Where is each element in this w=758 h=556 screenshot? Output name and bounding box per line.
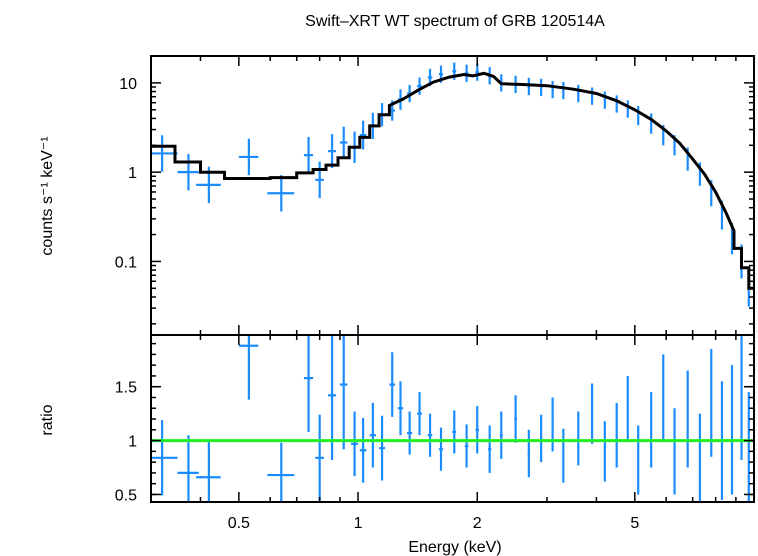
data-point: [590, 383, 594, 444]
data-point: [488, 425, 492, 473]
ratio-data-points: [151, 335, 750, 502]
data-point: [626, 100, 629, 118]
data-point: [626, 375, 629, 441]
data-point: [427, 413, 433, 457]
spectrum-frame: [150, 55, 755, 336]
data-point: [238, 335, 259, 400]
spectrum-panel: [150, 55, 755, 336]
data-point: [673, 408, 676, 495]
data-point: [747, 392, 750, 502]
data-point: [267, 442, 295, 502]
data-point: [686, 370, 689, 468]
data-point: [407, 411, 413, 455]
data-point: [562, 81, 565, 100]
data-point: [339, 335, 348, 450]
y-tick-label: 1: [128, 434, 137, 451]
data-point: [577, 411, 580, 466]
data-point: [730, 365, 734, 495]
data-point: [615, 402, 618, 468]
data-point: [603, 421, 606, 482]
data-point: [351, 411, 359, 477]
data-point: [603, 91, 606, 109]
data-point: [151, 135, 178, 172]
model-step-curve: [151, 71, 754, 290]
data-point: [267, 175, 295, 212]
data-point: [637, 425, 640, 495]
data-point: [662, 354, 665, 441]
data-point: [698, 413, 701, 502]
data-point: [369, 402, 376, 468]
data-point: [238, 138, 259, 176]
data-point: [339, 126, 348, 159]
data-point: [577, 84, 580, 103]
data-point: [551, 80, 554, 99]
data-point: [475, 63, 479, 81]
spectrum-axis-ticks: [150, 55, 755, 335]
x-tick-label: 5: [630, 515, 639, 532]
data-point: [359, 120, 367, 150]
data-point: [551, 397, 554, 452]
ratio-frame: [150, 334, 755, 503]
data-point: [151, 420, 178, 496]
data-point: [379, 415, 386, 481]
y-axis-label-ratio: ratio: [39, 404, 56, 435]
data-point: [359, 417, 367, 483]
x-tick-labels: 0.5 1 2 5: [228, 515, 640, 532]
y-tick-label: 10: [119, 76, 137, 93]
data-point: [527, 77, 531, 96]
data-point: [389, 352, 396, 417]
spectrum-data-points: [151, 62, 750, 307]
data-point: [710, 349, 713, 457]
data-point: [590, 87, 594, 105]
data-point: [539, 414, 543, 463]
x-tick-label: 1: [354, 515, 363, 532]
x-axis-label: Energy (keV): [408, 539, 501, 556]
chart-title: Swift–XRT WT spectrum of GRB 120514A: [305, 13, 605, 30]
y-axis-label-spectrum: counts s⁻¹ keV⁻¹: [39, 136, 56, 255]
data-point: [650, 113, 653, 134]
y-tick-label: 1: [128, 165, 137, 182]
data-point: [196, 439, 221, 502]
data-point: [177, 435, 199, 502]
ratio-panel: [150, 334, 755, 503]
data-point: [315, 161, 324, 199]
data-point: [650, 392, 653, 468]
x-tick-label: 2: [473, 515, 482, 532]
data-point: [499, 411, 503, 459]
data-point: [615, 95, 618, 113]
y-tick-label: 0.1: [115, 254, 137, 271]
x-tick-label: 0.5: [228, 515, 250, 532]
data-point: [562, 428, 565, 483]
data-point: [417, 392, 422, 436]
data-point: [397, 381, 404, 436]
data-point: [539, 78, 543, 97]
data-point: [464, 424, 469, 468]
data-point: [475, 406, 479, 454]
y-tick-label: 0.5: [115, 487, 137, 504]
data-point: [452, 410, 457, 454]
y-tick-labels: 0.1 1 10 0.5 1 1.5: [115, 76, 137, 505]
data-point: [417, 77, 422, 95]
data-point: [438, 427, 444, 471]
data-point: [315, 414, 324, 501]
data-point: [177, 153, 199, 191]
data-point: [303, 335, 314, 432]
y-tick-label: 1.5: [115, 380, 137, 397]
data-point: [637, 106, 640, 126]
data-point: [328, 134, 337, 169]
data-point: [527, 429, 531, 478]
data-point: [303, 136, 314, 174]
data-point: [514, 395, 517, 443]
